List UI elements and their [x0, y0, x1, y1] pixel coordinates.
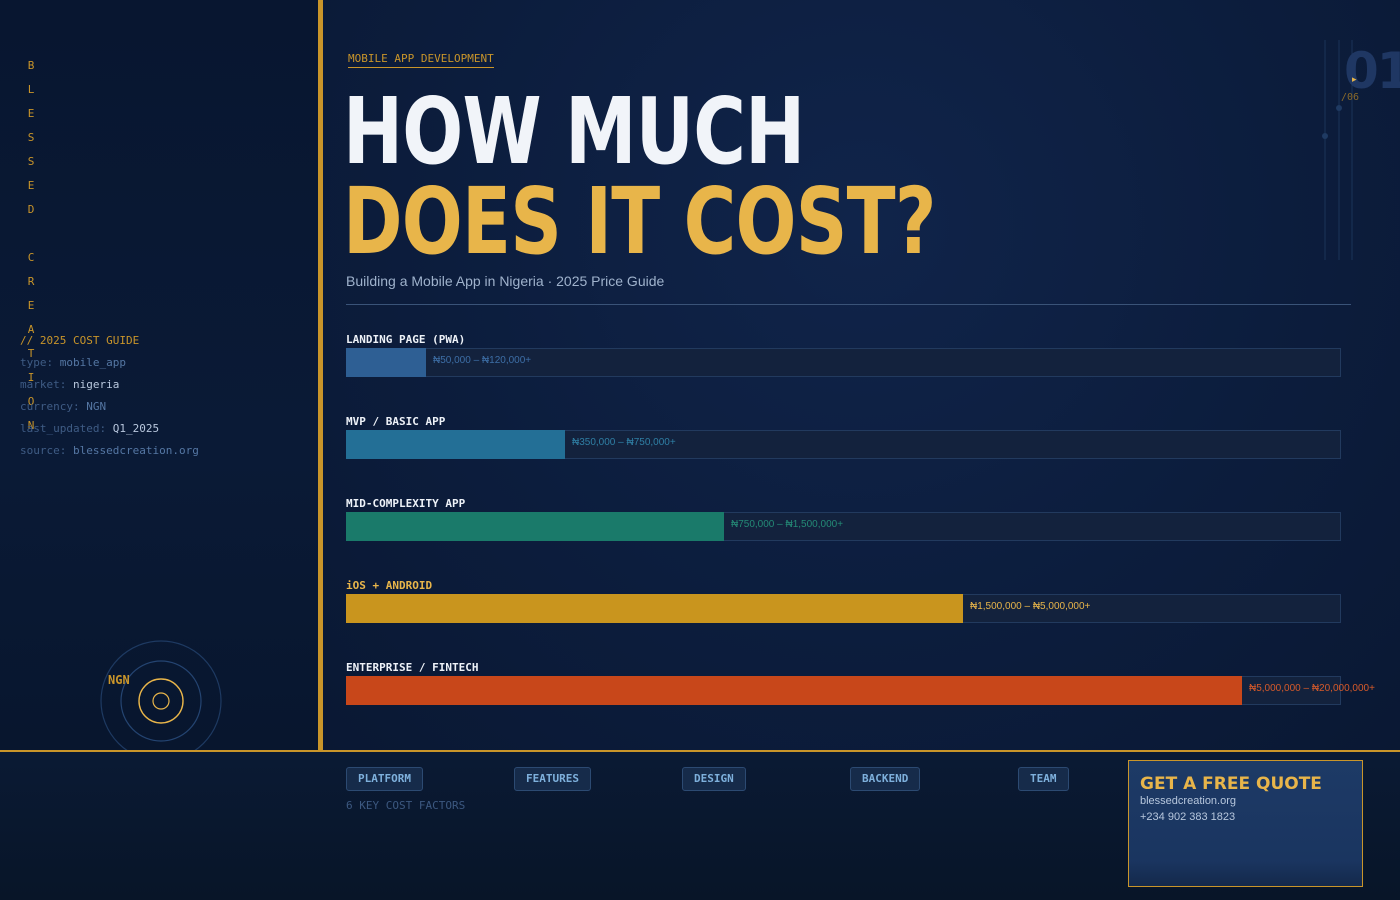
bar-value-label: ₦50,000 – ₦120,000+ — [433, 355, 532, 366]
meta-row: source: blessedcreation.org — [20, 440, 310, 462]
free-quote-cta[interactable]: GET A FREE QUOTE blessedcreation.org +23… — [1128, 760, 1363, 887]
tier-label: MVP / BASIC APP — [346, 415, 446, 428]
title-divider — [346, 304, 1351, 305]
cost-tier-row: iOS + ANDROID ₦1,500,000 – ₦5,000,000+ — [346, 576, 1400, 636]
factor-chip-design[interactable]: DESIGN — [682, 767, 746, 791]
tier-label: iOS + ANDROID — [346, 579, 433, 592]
cost-bar — [346, 676, 1242, 705]
cost-bar — [346, 430, 565, 459]
tier-label: LANDING PAGE (PWA) — [346, 333, 466, 346]
sidebar — [0, 0, 318, 750]
page-total: /06 — [1341, 92, 1360, 103]
bar-value-label: ₦1,500,000 – ₦5,000,000+ — [970, 601, 1091, 612]
sidebar-divider — [318, 0, 323, 750]
meta-row: last_updated: Q1_2025 — [20, 418, 310, 440]
cost-tier-row: MVP / BASIC APP ₦350,000 – ₦750,000+ — [346, 412, 1400, 472]
tier-label: ENTERPRISE / FINTECH — [346, 661, 479, 674]
brand-letter: E — [27, 179, 35, 192]
bar-track — [346, 348, 1341, 377]
tier-label: MID-COMPLEXITY APP — [346, 497, 466, 510]
meta-value: blessedcreation.org — [72, 444, 199, 457]
factor-chip-backend[interactable]: BACKEND — [850, 767, 921, 791]
factors-caption: 6 KEY COST FACTORS — [346, 799, 466, 812]
brand-letter: S — [27, 131, 35, 144]
meta-panel: // 2025 COST GUIDE type: mobile_app marke… — [20, 330, 310, 462]
meta-row: currency: NGN — [20, 396, 310, 418]
factor-chip-platform[interactable]: PLATFORM — [346, 767, 423, 791]
meta-key: currency: — [20, 400, 87, 413]
meta-key: type: — [20, 356, 60, 369]
brand-letter: C — [27, 251, 35, 264]
page-number: 01 — [1344, 42, 1400, 100]
meta-value: nigeria — [72, 378, 120, 391]
brand-letter: T — [27, 347, 35, 360]
brand-letter: D — [27, 203, 35, 216]
meta-title: // 2025 COST GUIDE — [20, 334, 140, 347]
brand-letter: R — [27, 275, 35, 288]
cta-website[interactable]: blessedcreation.org — [1140, 795, 1237, 807]
bar-value-label: ₦5,000,000 – ₦20,000,000+ — [1249, 683, 1375, 694]
cta-title: GET A FREE QUOTE — [1140, 774, 1322, 794]
brand-letter: L — [27, 83, 35, 96]
brand-letter: E — [27, 299, 35, 312]
meta-key: last_updated: — [20, 422, 113, 435]
eyebrow-tag: MOBILE APP DEVELOPMENT — [348, 52, 494, 68]
meta-row: market: nigeria — [20, 374, 310, 396]
meta-value: mobile_app — [59, 356, 126, 369]
headline-line-1: HOW MUCH — [343, 78, 805, 185]
meta-key: source: — [20, 444, 73, 457]
meta-key: market: — [20, 378, 73, 391]
factor-chip-team[interactable]: TEAM — [1018, 767, 1069, 791]
headline-line-2: DOES IT COST? — [343, 168, 936, 275]
cost-tier-row: MID-COMPLEXITY APP ₦750,000 – ₦1,500,000+ — [346, 494, 1400, 554]
brand-letter: N — [27, 419, 35, 432]
bar-value-label: ₦350,000 – ₦750,000+ — [572, 437, 676, 448]
arrow-right-icon: ▸ — [1352, 74, 1357, 84]
brand-letter: S — [27, 155, 35, 168]
brand-letter: B — [27, 59, 35, 72]
factor-chip-features[interactable]: FEATURES — [514, 767, 591, 791]
cost-bar — [346, 348, 426, 377]
brand-letter: I — [27, 371, 35, 384]
meta-row: type: mobile_app — [20, 352, 310, 374]
cost-bar — [346, 512, 724, 541]
cost-bar-chart: LANDING PAGE (PWA) ₦50,000 – ₦120,000+ MVP… — [346, 330, 1400, 720]
ring-label: NGN — [108, 673, 130, 687]
cta-phone[interactable]: +234 902 383 1823 — [1140, 811, 1236, 823]
meta-value: Q1_2025 — [112, 422, 160, 435]
brand-letter: O — [27, 395, 35, 408]
target-rings-icon — [100, 640, 222, 762]
cost-tier-row: ENTERPRISE / FINTECH ₦5,000,000 – ₦20,000… — [346, 658, 1400, 718]
cost-bar — [346, 594, 963, 623]
meta-value: NGN — [86, 400, 107, 413]
decorative-lines-icon — [1322, 40, 1353, 260]
page-subtitle: Building a Mobile App in Nigeria · 2025 … — [346, 273, 665, 289]
cost-tier-row: LANDING PAGE (PWA) ₦50,000 – ₦120,000+ — [346, 330, 1400, 390]
bar-value-label: ₦750,000 – ₦1,500,000+ — [731, 519, 844, 530]
brand-letter: E — [27, 107, 35, 120]
brand-letter: A — [27, 323, 35, 336]
